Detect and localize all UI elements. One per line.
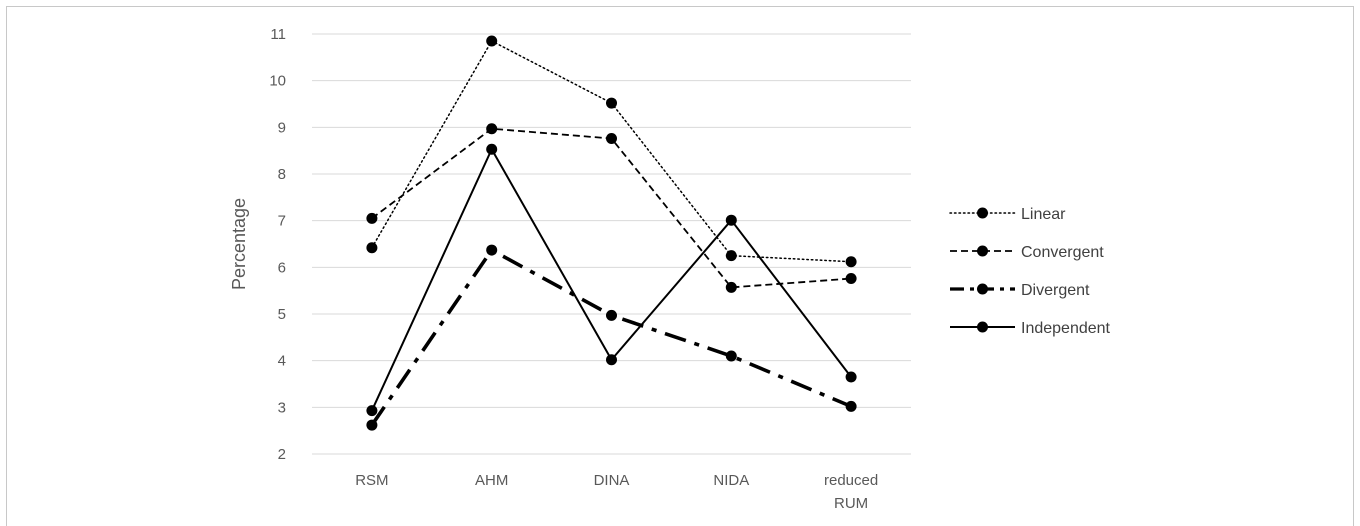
y-tick-label: 7 [278,213,286,230]
data-point-divergent [845,400,857,412]
legend-label-convergent: Convergent [1021,244,1104,261]
series-line-independent [370,148,852,412]
y-tick-label: 6 [278,259,286,276]
data-point-divergent [606,309,617,321]
data-point-divergent [366,419,378,431]
y-tick-label: 11 [270,26,286,43]
x-tick-label: DINA [594,472,630,489]
data-point-convergent [845,273,857,285]
data-point-linear [606,97,617,109]
legend-label-linear: Linear [1021,206,1066,223]
data-point-convergent [606,133,617,145]
data-point-divergent [486,244,498,256]
data-point-linear [725,250,737,262]
data-point-convergent [725,281,737,293]
data-point-independent [606,354,617,366]
data-point-convergent [366,212,378,224]
x-tick-label: NIDA [713,472,749,489]
y-axis-label: Percentage [229,198,249,290]
legend-marker-linear [977,207,988,219]
legend-marker-convergent [977,245,988,257]
legend-marker-independent [977,321,988,333]
line-chart: 2 3 4 5 6 7 8 9 10 11 Percentage RSM AHM DINA NIDA redu… [229,26,1111,512]
y-tick-label: 2 [278,446,286,463]
data-point-independent [725,214,737,226]
data-point-independent [486,143,498,155]
data-point-linear [366,242,378,254]
y-tick-label: 4 [278,353,286,370]
legend-label-divergent: Divergent [1021,282,1090,299]
y-tick-label: 8 [278,166,286,183]
x-tick-label: RUM [834,495,868,512]
data-point-independent [366,405,378,417]
series-line-convergent [371,127,852,289]
x-tick-label: AHM [475,472,508,489]
legend-marker-divergent [977,283,988,295]
chart-frame: 2 3 4 5 6 7 8 9 10 11 Percentage RSM AHM DINA NIDA redu… [6,6,1354,526]
data-point-convergent [486,123,498,135]
x-tick-label: RSM [355,472,388,489]
data-point-independent [845,371,857,383]
data-point-linear [486,35,498,47]
legend-label-independent: Independent [1021,320,1111,337]
y-tick-label: 3 [278,399,286,416]
y-tick-label: 10 [269,73,286,90]
x-tick-label: reduced [824,472,878,489]
data-point-linear [845,256,857,268]
y-tick-label: 5 [278,306,286,323]
series-line-divergent [370,248,852,427]
data-point-divergent [725,350,737,362]
y-tick-label: 9 [278,119,286,136]
series-line-linear [371,40,852,263]
